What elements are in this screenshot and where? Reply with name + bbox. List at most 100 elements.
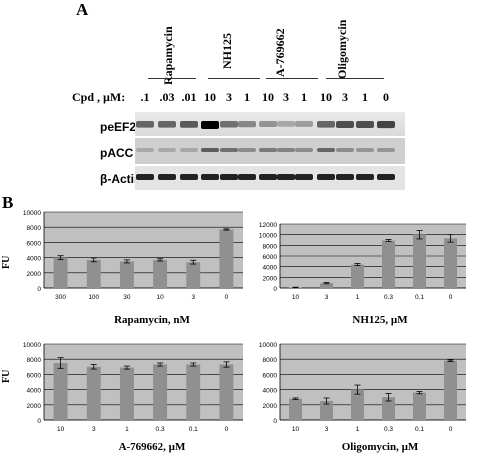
blot-band-peef2	[277, 121, 295, 127]
blot-band-peef2	[336, 121, 354, 128]
y-tick-label: 0	[273, 418, 277, 425]
x-tick-label: 1	[356, 294, 360, 301]
compound-label-a769662: A-769662	[273, 28, 287, 77]
blot-band-peef2	[180, 121, 198, 128]
blot-band-pacc	[377, 148, 395, 152]
blot-band-peef2	[377, 121, 395, 129]
y-tick-label: 6000	[263, 254, 278, 261]
y-tick-label: 8000	[27, 225, 42, 232]
blot-band-beta-actin	[259, 174, 277, 180]
blot-band-peef2	[295, 121, 313, 127]
x-tick-label: 100	[88, 294, 99, 301]
bar	[443, 238, 458, 288]
blot-band-peef2	[136, 121, 154, 128]
blot-band-pacc	[336, 148, 354, 152]
x-tick-label: 0.3	[156, 426, 165, 433]
bar	[443, 360, 458, 420]
y-tick-label: 2000	[27, 271, 42, 278]
blot-row-label-peef2: peEF2	[100, 120, 137, 134]
group-line-oligomycin	[326, 78, 384, 79]
chart-nh125: 0 2000 4000 6000 8000 10000 12000 10 3 1 0.3 0.1 0	[259, 222, 466, 301]
dose-label: 10	[320, 90, 332, 104]
blot-band-beta-actin	[136, 174, 154, 180]
blot-band-beta-actin	[180, 174, 198, 180]
blot-band-pacc	[158, 148, 176, 152]
bar	[86, 366, 101, 420]
y-tick-label: 10000	[259, 233, 277, 240]
y-tick-label: 0	[37, 418, 41, 425]
bar	[86, 259, 101, 288]
y-tick-label: 8000	[263, 357, 278, 364]
blot-band-peef2	[356, 121, 374, 128]
western-blot-image	[135, 112, 405, 190]
compound-label-oligomycin: Oligomycin	[335, 19, 349, 79]
y-axis-label-chart-1: FU	[1, 255, 12, 269]
y-tick-label: 2000	[263, 403, 278, 410]
group-line-nh125	[208, 78, 260, 79]
y-tick-label: 4000	[27, 256, 42, 263]
blot-band-beta-actin	[220, 174, 238, 180]
bar	[412, 234, 427, 288]
x-axis-title-oligomycin: Oligomycin, µM	[341, 441, 419, 453]
x-tick-label: 0.3	[384, 426, 393, 433]
dose-label: 1	[362, 90, 368, 104]
blot-band-pacc	[295, 148, 313, 152]
y-tick-label: 2000	[263, 275, 278, 282]
blot-band-beta-actin	[377, 174, 395, 180]
dose-label: 10	[262, 90, 274, 104]
blot-band-peef2	[259, 121, 277, 128]
panel-b-label: B	[2, 193, 14, 212]
y-tick-label: 4000	[27, 388, 42, 395]
dose-label: 0	[383, 90, 389, 104]
blot-band-peef2	[220, 121, 238, 128]
x-axis-title-nh125: NH125, µM	[352, 314, 408, 326]
y-tick-label: 6000	[27, 240, 42, 247]
blot-row-label-pacc: pACC	[100, 146, 134, 160]
y-tick-label: 10000	[259, 342, 277, 349]
blot-band-pacc	[220, 148, 238, 152]
x-tick-label: 0.1	[415, 426, 424, 433]
y-tick-label: 10000	[23, 210, 41, 217]
y-tick-label: 2000	[27, 403, 42, 410]
dose-label: 3	[226, 90, 232, 104]
blot-band-peef2	[201, 121, 219, 129]
blot-band-pacc	[317, 148, 335, 152]
compound-label-rapamycin: Rapamycin	[161, 26, 175, 85]
x-tick-label: 0	[225, 426, 229, 433]
x-tick-label: 1	[356, 426, 360, 433]
x-tick-label: 10	[57, 426, 65, 433]
x-tick-label: 3	[191, 294, 195, 301]
x-tick-label: 0.1	[415, 294, 424, 301]
blot-band-peef2	[158, 121, 176, 128]
bar	[381, 240, 396, 288]
blot-row-label-beta-actin: β-Actin	[100, 172, 142, 186]
bar	[219, 229, 234, 288]
bar	[350, 389, 365, 420]
bar	[219, 364, 234, 420]
plot-area	[280, 344, 466, 420]
bar	[153, 364, 168, 420]
bar	[153, 259, 168, 288]
dose-label: 3	[342, 90, 348, 104]
bar	[119, 261, 134, 288]
x-tick-label: 10	[292, 294, 300, 301]
blot-band-beta-actin	[336, 174, 354, 180]
y-tick-label: 4000	[263, 265, 278, 272]
x-axis-title-a769662: A-769662, µM	[118, 441, 186, 453]
y-axis-label-chart-3: FU	[1, 369, 12, 383]
bar	[381, 397, 396, 420]
blot-band-beta-actin	[356, 174, 374, 180]
x-tick-label: 3	[92, 426, 96, 433]
chart-oligomycin: 0 2000 4000 6000 8000 10000 10 3 1 0.3 0.1 0	[259, 342, 466, 433]
bar	[412, 392, 427, 420]
x-tick-label: 0	[225, 294, 229, 301]
y-tick-label: 4000	[263, 388, 278, 395]
bar	[319, 283, 334, 288]
y-tick-label: 10000	[23, 342, 41, 349]
compound-label-nh125: NH125	[220, 33, 234, 69]
x-tick-label: 10	[156, 294, 164, 301]
blot-band-pacc	[259, 148, 277, 152]
dose-label: .01	[181, 90, 197, 104]
dose-label: 3	[283, 90, 289, 104]
dose-label: .1	[140, 90, 150, 104]
